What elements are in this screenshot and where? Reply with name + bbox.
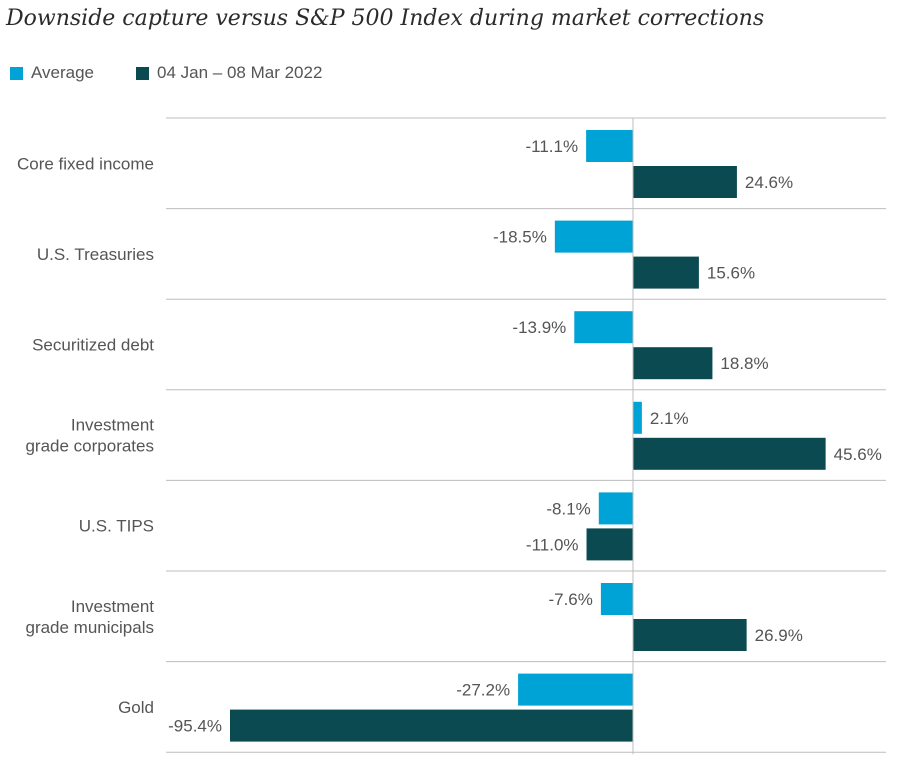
category-label: grade municipals bbox=[25, 618, 154, 637]
value-label-period: 15.6% bbox=[707, 264, 755, 283]
value-label-average: -8.1% bbox=[546, 499, 590, 518]
category-label: Gold bbox=[118, 698, 154, 717]
chart-title: Downside capture versus S&P 500 Index du… bbox=[6, 6, 765, 31]
bar-average bbox=[554, 220, 633, 253]
bar-period bbox=[633, 347, 713, 380]
legend-swatch-average bbox=[10, 66, 23, 80]
bar-period bbox=[633, 619, 747, 651]
value-label-period: -95.4% bbox=[168, 717, 222, 736]
bar-period bbox=[633, 437, 826, 470]
value-label-period: 24.6% bbox=[745, 173, 793, 192]
category-label: grade corporates bbox=[25, 437, 154, 456]
value-label-period: -11.0% bbox=[526, 535, 579, 554]
legend-swatch-period bbox=[136, 66, 150, 80]
category-label: U.S. TIPS bbox=[79, 517, 154, 536]
bar-average bbox=[586, 130, 633, 162]
value-label-period: 18.8% bbox=[720, 354, 768, 373]
category-label: U.S. Treasuries bbox=[37, 245, 154, 264]
value-label-average: -27.2% bbox=[456, 681, 510, 700]
value-label-average: -11.1% bbox=[526, 137, 579, 156]
category-label: Core fixed income bbox=[17, 154, 154, 173]
bar-average bbox=[574, 311, 633, 344]
bar-average bbox=[600, 583, 633, 615]
category-label: Investment bbox=[71, 597, 154, 616]
legend-item-average: Average bbox=[10, 63, 94, 83]
value-label-average: 2.1% bbox=[650, 409, 689, 428]
value-label-average: -13.9% bbox=[512, 318, 566, 337]
legend: Average 04 Jan – 08 Mar 2022 bbox=[10, 63, 364, 83]
bar-period bbox=[230, 709, 633, 742]
legend-label-period: 04 Jan – 08 Mar 2022 bbox=[157, 63, 323, 82]
bar-period bbox=[633, 166, 737, 198]
value-label-average: -7.6% bbox=[548, 590, 592, 609]
value-label-period: 45.6% bbox=[834, 445, 882, 464]
bar-average bbox=[633, 401, 642, 434]
value-label-period: 26.9% bbox=[755, 626, 803, 645]
bar-period bbox=[633, 256, 699, 289]
bar-average bbox=[518, 673, 633, 706]
bar-average bbox=[598, 492, 633, 525]
bar-period bbox=[586, 528, 633, 561]
legend-item-period: 04 Jan – 08 Mar 2022 bbox=[136, 63, 322, 83]
value-label-average: -18.5% bbox=[493, 228, 547, 247]
category-label: Securitized debt bbox=[32, 336, 154, 355]
legend-label-average: Average bbox=[31, 63, 95, 82]
category-label: Investment bbox=[71, 416, 154, 435]
